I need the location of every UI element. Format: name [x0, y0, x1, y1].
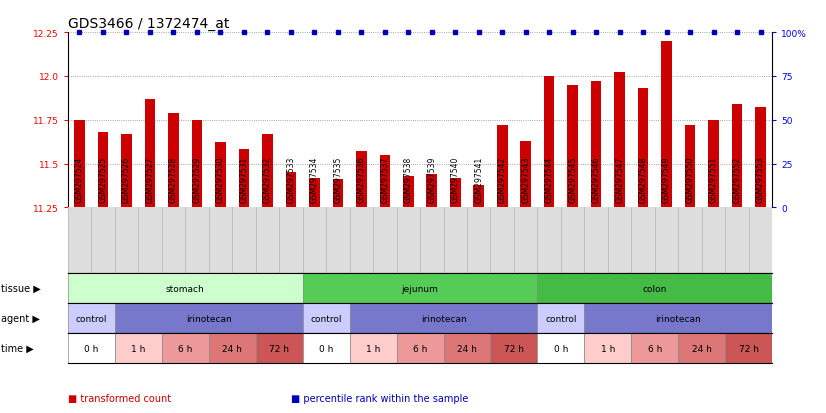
Text: 1 h: 1 h [131, 344, 145, 353]
Bar [349, 304, 538, 333]
Bar [538, 304, 585, 333]
Bar [538, 333, 585, 363]
Text: 0 h: 0 h [84, 344, 98, 353]
Text: irinotecan: irinotecan [420, 314, 467, 323]
Bar [678, 333, 725, 363]
Bar [68, 333, 115, 363]
Bar [68, 273, 302, 304]
Bar [615, 73, 625, 208]
Bar [121, 134, 131, 208]
Bar [732, 104, 743, 208]
Text: stomach: stomach [166, 284, 205, 293]
Bar [74, 121, 85, 208]
Bar [450, 178, 461, 208]
Bar [497, 126, 507, 208]
Bar [97, 133, 108, 208]
Bar [585, 304, 772, 333]
Text: jejunum: jejunum [401, 284, 439, 293]
Bar [302, 333, 349, 363]
Bar [145, 100, 155, 208]
Bar [286, 173, 297, 208]
Bar [309, 178, 320, 208]
Bar [725, 333, 772, 363]
Text: 72 h: 72 h [738, 344, 759, 353]
Bar [709, 121, 719, 208]
Bar [544, 77, 554, 208]
Bar [262, 134, 273, 208]
Bar [685, 126, 695, 208]
Bar [162, 333, 209, 363]
Text: 6 h: 6 h [413, 344, 427, 353]
Text: 1 h: 1 h [366, 344, 380, 353]
Bar [209, 333, 255, 363]
Text: 24 h: 24 h [222, 344, 242, 353]
Bar [302, 304, 349, 333]
Text: 0 h: 0 h [319, 344, 333, 353]
Text: control: control [545, 314, 577, 323]
Text: agent ▶: agent ▶ [1, 313, 40, 323]
Text: tissue ▶: tissue ▶ [1, 283, 40, 293]
Text: 6 h: 6 h [648, 344, 662, 353]
Text: control: control [75, 314, 107, 323]
Bar [169, 114, 178, 208]
Text: 6 h: 6 h [178, 344, 192, 353]
Text: 72 h: 72 h [269, 344, 289, 353]
Bar [444, 333, 491, 363]
Bar [520, 141, 531, 208]
Text: ■ percentile rank within the sample: ■ percentile rank within the sample [291, 393, 468, 403]
Text: irinotecan: irinotecan [186, 314, 231, 323]
Bar [192, 121, 202, 208]
Bar [333, 180, 343, 208]
Bar [638, 89, 648, 208]
Text: GDS3466 / 1372474_at: GDS3466 / 1372474_at [68, 17, 229, 31]
Bar [379, 155, 390, 208]
Bar [631, 333, 678, 363]
Text: control: control [311, 314, 342, 323]
Bar [473, 185, 484, 208]
Bar [239, 150, 249, 208]
Bar [115, 304, 302, 333]
Bar [115, 333, 162, 363]
Bar [68, 304, 115, 333]
Bar [567, 85, 578, 208]
Text: colon: colon [643, 284, 667, 293]
Text: time ▶: time ▶ [1, 344, 34, 354]
Text: irinotecan: irinotecan [656, 314, 701, 323]
Bar [255, 333, 302, 363]
Bar [302, 273, 538, 304]
Bar [396, 333, 444, 363]
Bar [215, 143, 225, 208]
Bar [491, 333, 538, 363]
Bar [755, 108, 766, 208]
Bar [403, 176, 414, 208]
Text: ■ transformed count: ■ transformed count [68, 393, 171, 403]
Text: 72 h: 72 h [504, 344, 524, 353]
Text: 1 h: 1 h [601, 344, 615, 353]
Text: 24 h: 24 h [692, 344, 712, 353]
Bar [591, 82, 601, 208]
Bar [662, 42, 672, 208]
Bar [426, 175, 437, 208]
Text: 0 h: 0 h [553, 344, 568, 353]
Bar [349, 333, 396, 363]
Bar [585, 333, 631, 363]
Bar [356, 152, 367, 208]
Bar [538, 273, 772, 304]
Text: 24 h: 24 h [457, 344, 477, 353]
